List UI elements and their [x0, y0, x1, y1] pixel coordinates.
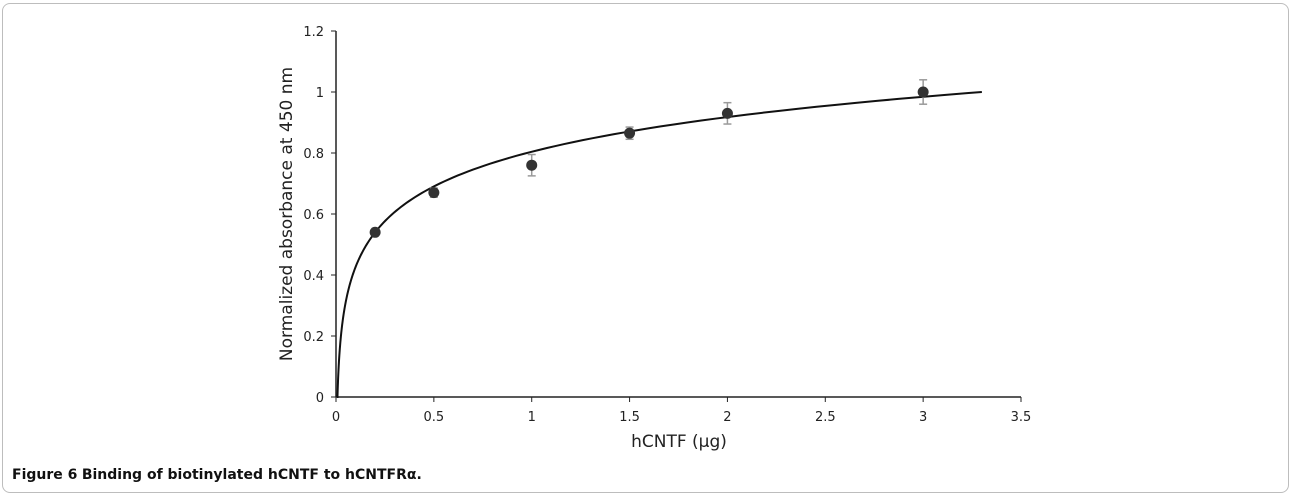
- x-tick-label: 2.5: [815, 410, 836, 425]
- x-tick-label: 3.5: [1011, 410, 1032, 425]
- data-point: [369, 226, 381, 238]
- y-tick-label: 1.2: [303, 25, 324, 40]
- y-axis-title: Normalized absorbance at 450 nm: [277, 67, 297, 361]
- fit-curve: [336, 91, 982, 398]
- x-tick-label: 3: [919, 410, 927, 425]
- figure-caption-label: Figure 6: [12, 467, 78, 483]
- y-tick-label: 0.2: [303, 330, 324, 345]
- fit-curve-layer: [336, 91, 982, 398]
- y-tick-label: 0.8: [303, 147, 324, 162]
- y-tick-label: 0.6: [303, 208, 324, 223]
- x-tick-label: 2: [723, 410, 731, 425]
- figure-caption-text: Binding of biotinylated hCNTF to hCNTFRα…: [81, 467, 422, 483]
- y-tick-label: 0.4: [303, 269, 324, 284]
- data-points-layer: [369, 79, 929, 238]
- data-point: [721, 107, 733, 119]
- x-axis-title: hCNTF (µg): [631, 432, 727, 452]
- data-point: [428, 187, 440, 199]
- x-tick-label: 1: [528, 410, 536, 425]
- data-point: [917, 86, 929, 98]
- figure-frame: [2, 3, 1289, 493]
- x-tick-label: 0: [332, 410, 340, 425]
- figure-caption: Figure 6 Binding of biotinylated hCNTF t…: [12, 467, 422, 483]
- x-tick-label: 1.5: [619, 410, 640, 425]
- y-tick-label: 0: [316, 391, 324, 406]
- tick-layer: 0 0.5 1 1.5 2 2.5 3 3.5 0 0.2 0.4 0.6 0.8 1 1.2: [303, 25, 1031, 425]
- y-tick-label: 1: [316, 86, 324, 101]
- data-point: [526, 159, 538, 171]
- x-tick-label: 0.5: [424, 410, 445, 425]
- data-point: [624, 127, 636, 139]
